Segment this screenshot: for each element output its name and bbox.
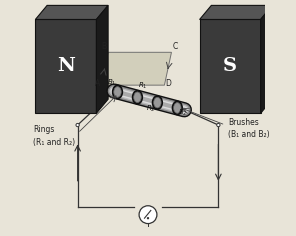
Text: B: B xyxy=(101,42,106,51)
Ellipse shape xyxy=(173,103,181,113)
Text: Rings
(R₁ and R₂): Rings (R₁ and R₂) xyxy=(33,125,75,147)
Text: A: A xyxy=(95,79,100,88)
Circle shape xyxy=(217,123,220,127)
Ellipse shape xyxy=(114,87,121,97)
Text: D: D xyxy=(165,79,171,88)
Text: $R_2$: $R_2$ xyxy=(146,104,155,114)
Polygon shape xyxy=(36,5,108,19)
Text: $B_1$: $B_1$ xyxy=(107,78,116,88)
Polygon shape xyxy=(200,19,260,113)
Ellipse shape xyxy=(154,97,161,108)
Polygon shape xyxy=(36,19,96,113)
Polygon shape xyxy=(101,52,171,85)
Text: S: S xyxy=(223,57,237,75)
Text: Brushes
(B₁ and B₂): Brushes (B₁ and B₂) xyxy=(228,118,269,139)
Polygon shape xyxy=(200,5,272,19)
Text: C: C xyxy=(173,42,178,51)
Circle shape xyxy=(147,217,149,219)
Polygon shape xyxy=(96,5,108,113)
Circle shape xyxy=(139,206,157,223)
Text: N: N xyxy=(57,57,75,75)
Polygon shape xyxy=(260,5,272,113)
Text: $R_1$: $R_1$ xyxy=(139,81,148,91)
Text: $B_2$: $B_2$ xyxy=(178,108,188,118)
Ellipse shape xyxy=(134,92,141,103)
Circle shape xyxy=(76,123,79,127)
